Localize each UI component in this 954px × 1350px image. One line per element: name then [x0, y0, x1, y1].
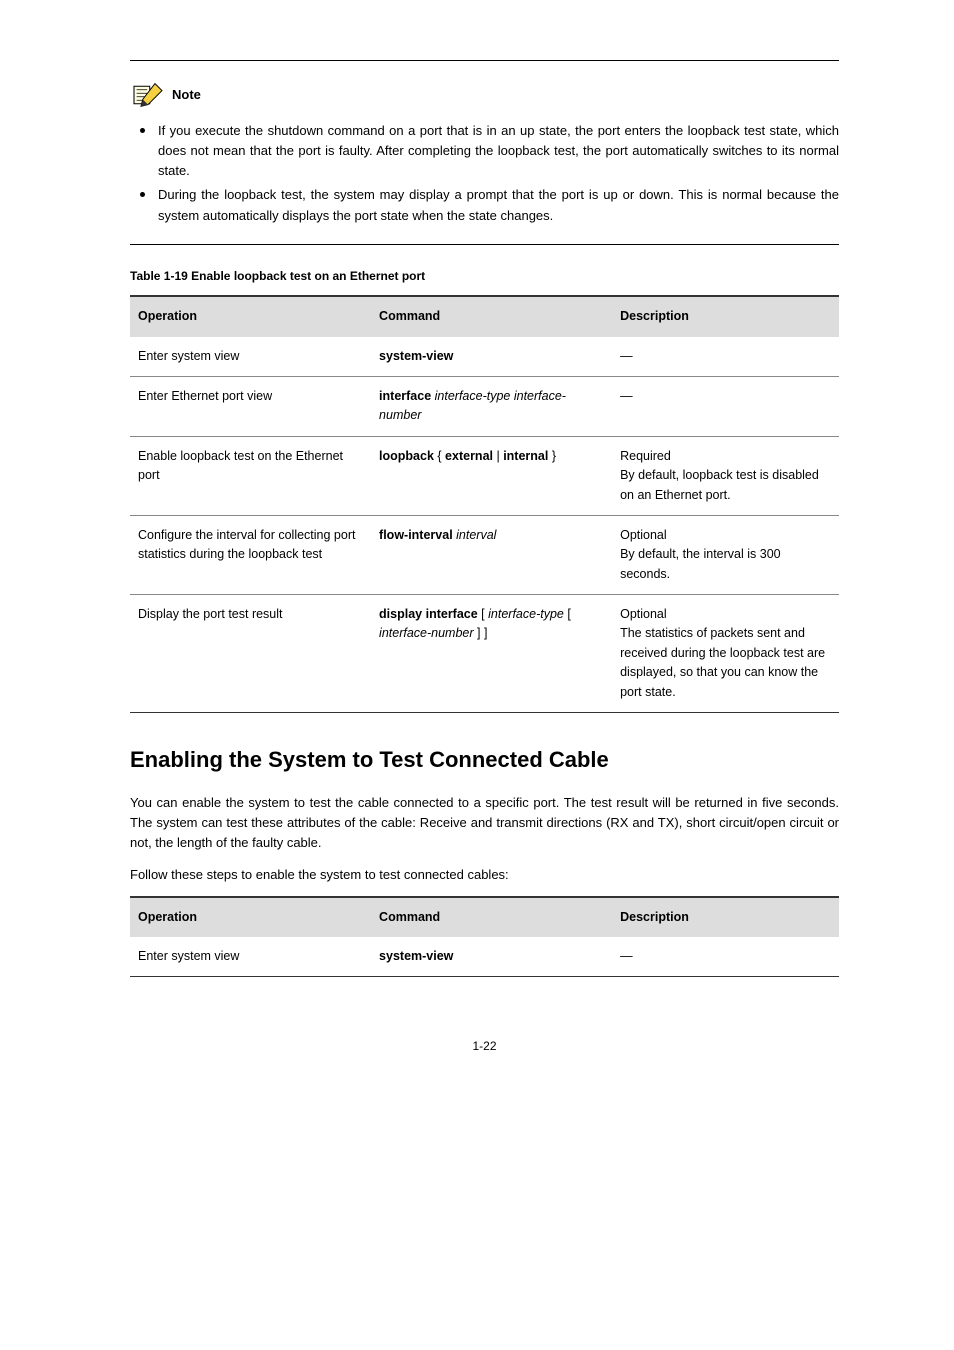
table-cell: Enter system view	[130, 337, 371, 377]
table-cable-test: Operation Command Description Enter syst…	[130, 896, 839, 978]
table-cell: —	[612, 337, 839, 377]
table-cell: Optional By default, the interval is 300 …	[612, 515, 839, 594]
table2-header: Description	[612, 897, 839, 937]
note-bullet-list: If you execute the shutdown command on a…	[130, 121, 839, 226]
table-cell: system-view	[371, 937, 612, 977]
table-cell: Display the port test result	[130, 595, 371, 713]
table-cell: flow-interval interval	[371, 515, 612, 594]
section-heading: Enabling the System to Test Connected Ca…	[130, 743, 839, 777]
table2-header: Operation	[130, 897, 371, 937]
command-text: system-view	[379, 349, 453, 363]
table-cell: Enter Ethernet port view	[130, 377, 371, 437]
page-number: 1-22	[130, 1037, 839, 1056]
command-text: loopback	[379, 449, 434, 463]
table-cell: Required By default, loopback test is dis…	[612, 436, 839, 515]
note-bullet-item: During the loopback test, the system may…	[130, 185, 839, 225]
section-paragraph: You can enable the system to test the ca…	[130, 793, 839, 853]
table1-header: Operation	[130, 296, 371, 336]
table-cell: —	[612, 937, 839, 977]
command-text: flow-interval	[379, 528, 453, 542]
table-cell: display interface [ interface-type [ int…	[371, 595, 612, 713]
table-cell: system-view	[371, 337, 612, 377]
desc-line: The statistics of packets sent and recei…	[620, 626, 825, 698]
note-header: Note	[130, 81, 839, 109]
desc-line: By default, the interval is 300 seconds.	[620, 547, 781, 580]
table-row: Enter system view system-view —	[130, 937, 839, 977]
table-row: Enable loopback test on the Ethernet por…	[130, 436, 839, 515]
table1-header: Description	[612, 296, 839, 336]
table1-header: Command	[371, 296, 612, 336]
table-row: Enter system view system-view —	[130, 337, 839, 377]
table-cell: Enter system view	[130, 937, 371, 977]
table-row: Configure the interval for collecting po…	[130, 515, 839, 594]
table-cell: interface interface-type interface-numbe…	[371, 377, 612, 437]
desc-line: By default, loopback test is disabled on…	[620, 468, 819, 501]
command-options: { external | internal }	[434, 449, 556, 463]
note-bullet-item: If you execute the shutdown command on a…	[130, 121, 839, 181]
table2-header: Command	[371, 897, 612, 937]
table1-caption: Table 1-19 Enable loopback test on an Et…	[130, 267, 839, 286]
note-label: Note	[172, 85, 201, 105]
desc-line: Optional	[620, 607, 667, 621]
desc-line: Required	[620, 449, 671, 463]
top-rule	[130, 60, 839, 61]
command-text: display interface	[379, 607, 478, 621]
command-param: interval	[453, 528, 497, 542]
table-cell: —	[612, 377, 839, 437]
note-bottom-rule	[130, 244, 839, 245]
table-cell: Enable loopback test on the Ethernet por…	[130, 436, 371, 515]
table-cell: loopback { external | internal }	[371, 436, 612, 515]
desc-line: Optional	[620, 528, 667, 542]
note-icon	[130, 81, 166, 109]
table-row: Display the port test result display int…	[130, 595, 839, 713]
table-row: Enter Ethernet port view interface inter…	[130, 377, 839, 437]
table-loopback-test: Operation Command Description Enter syst…	[130, 295, 839, 713]
command-text: system-view	[379, 949, 453, 963]
command-text: interface	[379, 389, 431, 403]
table-cell: Optional The statistics of packets sent a…	[612, 595, 839, 713]
table-cell: Configure the interval for collecting po…	[130, 515, 371, 594]
follow-steps-text: Follow these steps to enable the system …	[130, 865, 839, 885]
